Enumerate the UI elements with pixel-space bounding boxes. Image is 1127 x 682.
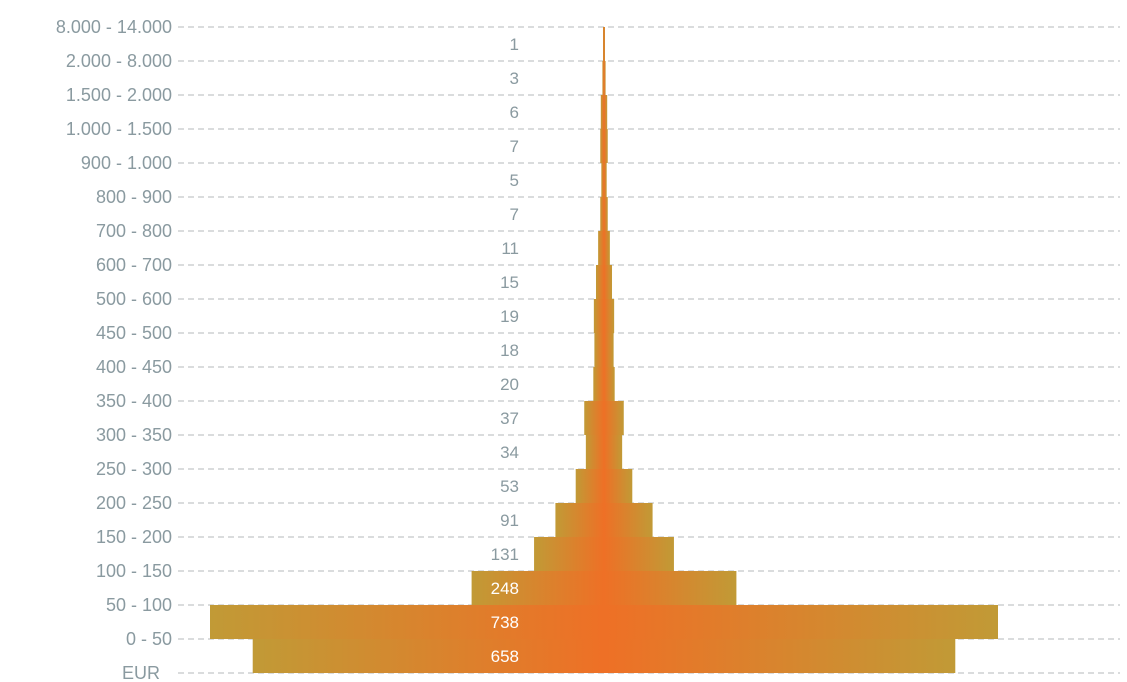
value-label: 20 (500, 375, 519, 394)
bar (594, 333, 614, 367)
category-label: 0 - 50 (126, 629, 172, 649)
category-label: 1.000 - 1.500 (66, 119, 172, 139)
value-label: 7 (510, 137, 519, 156)
category-label: 600 - 700 (96, 255, 172, 275)
bar (600, 129, 608, 163)
category-label: 500 - 600 (96, 289, 172, 309)
category-label: 250 - 300 (96, 459, 172, 479)
bar (593, 367, 615, 401)
category-label: 700 - 800 (96, 221, 172, 241)
value-label: 34 (500, 443, 519, 462)
value-labels: 1 3 6 7 5 7 11 15 19 18 20 37 34 53 91 131 248 738 658 (491, 35, 519, 666)
bar (471, 571, 737, 605)
category-label: 300 - 350 (96, 425, 172, 445)
value-label: 53 (500, 477, 519, 496)
value-label: 91 (500, 511, 519, 530)
axis-unit-label: EUR (122, 663, 160, 682)
category-labels: 8.000 - 14.000 2.000 - 8.000 1.500 - 2.000… (56, 17, 172, 682)
bar (603, 27, 605, 61)
bar (595, 265, 613, 299)
value-label: 248 (491, 579, 519, 598)
bar (602, 61, 606, 95)
value-label: 658 (491, 647, 519, 666)
category-label: 450 - 500 (96, 323, 172, 343)
bar (600, 197, 608, 231)
category-label: 1.500 - 2.000 (66, 85, 172, 105)
value-label: 18 (500, 341, 519, 360)
bar (575, 469, 633, 503)
value-label: 738 (491, 613, 519, 632)
category-label: 100 - 150 (96, 561, 172, 581)
bar (598, 231, 610, 265)
bars (210, 27, 998, 673)
bar (252, 639, 956, 673)
value-label: 37 (500, 409, 519, 428)
bar (593, 299, 615, 333)
bar (210, 605, 998, 639)
value-label: 3 (510, 69, 519, 88)
category-label: 8.000 - 14.000 (56, 17, 172, 37)
category-label: 400 - 450 (96, 357, 172, 377)
bar (555, 503, 653, 537)
bar (601, 163, 607, 197)
category-label: 50 - 100 (106, 595, 172, 615)
bar (534, 537, 674, 571)
value-label: 131 (491, 545, 519, 564)
value-label: 11 (501, 239, 519, 258)
value-label: 19 (500, 307, 519, 326)
category-label: 900 - 1.000 (81, 153, 172, 173)
value-label: 7 (510, 205, 519, 224)
value-label: 1 (510, 35, 519, 54)
value-label: 15 (500, 273, 519, 292)
bar (600, 95, 608, 129)
category-label: 150 - 200 (96, 527, 172, 547)
category-label: 2.000 - 8.000 (66, 51, 172, 71)
category-label: 200 - 250 (96, 493, 172, 513)
category-label: 350 - 400 (96, 391, 172, 411)
bar (584, 401, 624, 435)
bar (585, 435, 623, 469)
value-label: 5 (510, 171, 519, 190)
value-label: 6 (510, 103, 519, 122)
category-label: 800 - 900 (96, 187, 172, 207)
